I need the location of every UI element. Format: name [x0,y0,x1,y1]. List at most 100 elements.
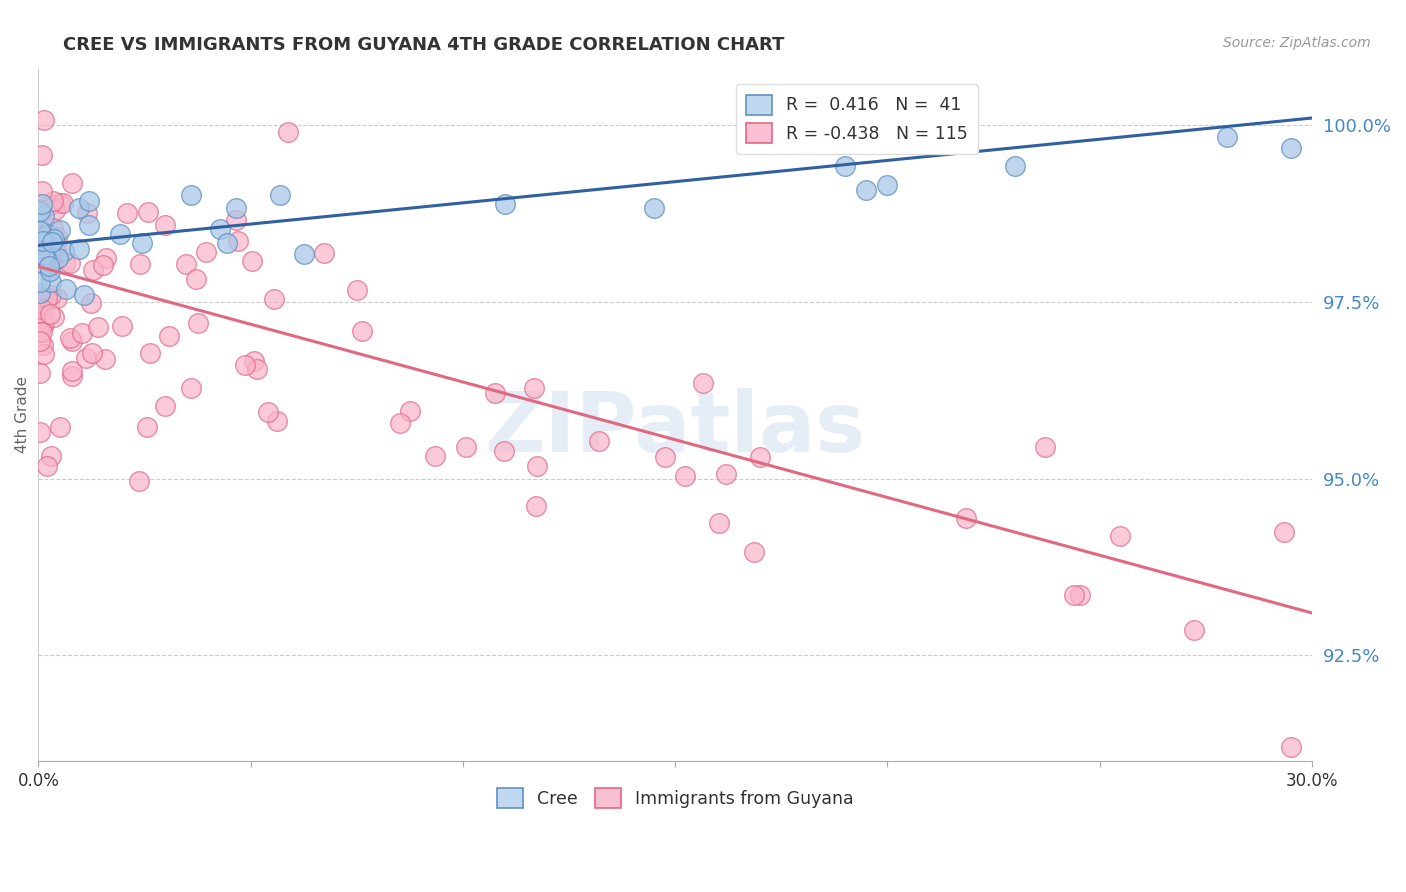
Point [256,405,278,419]
Point [1063,588,1085,602]
Point [77,219,100,233]
Point [41,235,63,250]
Point [187,316,209,330]
Point [456,441,478,455]
Point [654,450,676,465]
Point [346,283,368,297]
Point [155,219,177,233]
Point [292,247,315,261]
Point [240,253,263,268]
Point [35,200,58,214]
Point [30,334,52,348]
Point [37,227,59,242]
Point [30,366,52,380]
Point [32,316,55,330]
Point [136,205,159,219]
Point [215,235,238,250]
Point [94,252,117,266]
Point [30,230,52,244]
Point [30,244,52,259]
Point [243,354,266,368]
Point [31,235,53,249]
Point [41,256,63,270]
Point [48,419,70,434]
Point [53,256,76,270]
Point [195,244,218,259]
Point [176,257,198,271]
Point [31,297,53,311]
Point [588,434,610,448]
Point [67,201,90,215]
Point [233,358,256,372]
Text: Source: ZipAtlas.com: Source: ZipAtlas.com [1223,36,1371,50]
Point [31,247,53,261]
Point [707,516,730,530]
Point [523,381,546,395]
Point [208,222,231,236]
Point [180,187,202,202]
Point [35,251,58,265]
Point [39,263,62,277]
Point [484,385,506,400]
Point [32,317,55,331]
Point [30,275,52,289]
Point [31,326,53,340]
Y-axis label: 4th Grade: 4th Grade [15,376,30,453]
Point [52,195,75,210]
Point [45,237,67,252]
Point [41,275,63,289]
Point [30,326,52,340]
Point [93,352,115,367]
Point [186,272,208,286]
Point [524,499,547,513]
Point [30,222,52,236]
Point [111,319,134,334]
Point [31,147,53,161]
Point [30,295,52,310]
Point [75,351,97,366]
Point [35,291,58,305]
Point [1216,130,1239,145]
Point [526,459,548,474]
Point [41,449,63,463]
Point [55,282,77,296]
Point [44,310,66,325]
Point [716,467,738,481]
Point [180,381,202,395]
Point [1272,524,1295,539]
Point [30,290,52,304]
Point [44,202,66,217]
Point [955,511,977,525]
Point [129,257,152,271]
Point [37,458,59,473]
Point [742,545,765,559]
Point [42,232,65,246]
Point [60,364,83,378]
Point [749,450,772,464]
Point [31,184,53,198]
Point [277,125,299,139]
Point [1109,529,1132,543]
Point [269,188,291,202]
Point [128,474,150,488]
Point [110,227,132,241]
Point [1004,159,1026,173]
Point [32,112,55,127]
Point [70,326,93,340]
Point [246,362,269,376]
Point [31,197,53,211]
Point [32,236,55,251]
Point [399,404,422,418]
Point [138,346,160,360]
Point [60,334,83,348]
Point [42,194,65,209]
Point [46,230,69,244]
Point [1279,141,1302,155]
Point [135,419,157,434]
Point [1069,588,1091,602]
Point [91,258,114,272]
Point [67,242,90,256]
Point [49,196,72,211]
Point [42,221,65,235]
Point [39,287,62,301]
